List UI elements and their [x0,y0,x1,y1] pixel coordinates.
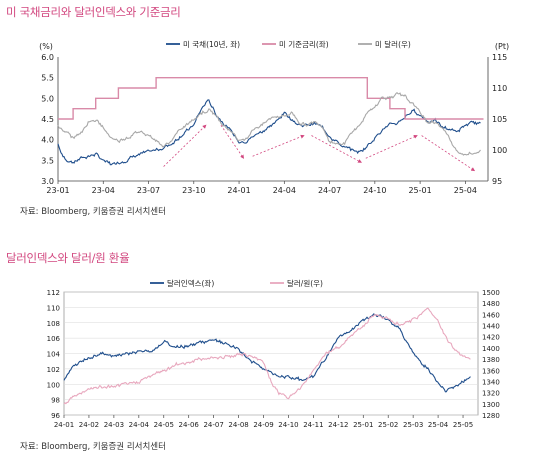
chart2-title: 달러인덱스와 달러/원 환율 [6,250,130,265]
c2-y-right-tick: 1320 [482,390,500,398]
c1-trend-arrow [163,124,207,167]
c1-y-right-tick: 110 [492,84,507,93]
c2-x-tick-label: 24-10 [278,421,298,429]
c1-y-right-unit: (Pt) [495,42,509,51]
c1-series-line-0 [57,99,481,166]
c2-y-right-tick: 1300 [482,401,500,409]
c2-y-right-tick: 1340 [482,378,500,386]
c1-x-tick-label: 25-01 [408,186,431,195]
c2-x-tick-label: 24-02 [79,421,99,429]
c1-trend-arrow [421,135,476,172]
c1-y-left-tick: 3.0 [41,177,54,186]
c2-y-left-tick: 110 [47,304,60,312]
c1-x-tick-label: 24-04 [273,186,296,195]
c1-x-tick-label: 24-07 [318,186,341,195]
c2-y-right-tick: 1500 [482,289,500,297]
c2-y-left-tick: 106 [47,335,61,343]
c2-x-tick-label: 24-03 [104,421,124,429]
c2-x-tick-label: 25-05 [453,421,473,429]
c2-x-tick-label: 24-07 [203,421,223,429]
c1-trend-arrow [220,124,245,159]
c2-y-right-tick: 1440 [482,323,500,331]
c2-legend-label: 달러인덱스(좌) [167,278,214,288]
c2-y-left-tick: 112 [47,289,60,297]
chart2-source: 자료: Bloomberg, 키움증권 리서치센터 [20,442,166,452]
c2-x-tick-label: 24-06 [179,421,200,429]
c1-y-right-tick: 105 [492,115,507,124]
c2-x-tick-label: 24-12 [328,421,348,429]
c2-x-tick-label: 25-01 [353,421,373,429]
c1-y-left-tick: 4.5 [41,115,54,124]
c1-y-left-tick: 5.5 [41,74,54,83]
c1-trend-arrow [365,135,418,159]
c2-x-tick-label: 24-05 [154,421,174,429]
c2-y-left-tick: 96 [51,412,60,420]
c1-y-right-tick: 100 [492,146,507,155]
c2-x-tick-label: 25-02 [378,421,398,429]
c2-y-left-tick: 104 [47,351,61,359]
c2-x-tick-label: 24-11 [303,421,323,429]
c2-y-right-tick: 1360 [482,367,500,375]
c2-y-right-tick: 1380 [482,356,500,364]
c2-y-right-tick: 1420 [482,334,500,342]
c2-y-left-tick: 102 [47,366,60,374]
c2-x-tick-label: 25-04 [428,421,449,429]
c1-legend-label: 미 달러(우) [375,40,411,49]
c1-x-tick-label: 24-10 [363,186,386,195]
chart1-title: 미 국채금리와 달러인덱스와 기준금리 [6,4,181,19]
c1-x-tick-label: 23-04 [92,186,115,195]
c1-x-tick-label: 23-10 [182,186,205,195]
c1-trend-arrow [252,134,305,157]
c1-y-left-tick: 3.5 [41,156,54,165]
c1-series-line-2 [57,91,481,156]
c1-trend-arrow [311,135,362,163]
c2-y-left-tick: 100 [47,381,60,389]
c2-series-line-1 [63,307,471,405]
c1-legend-label: 미 기준금리(좌) [279,40,329,49]
c2-y-right-tick: 1480 [482,300,500,308]
c2-x-tick-label: 24-08 [228,421,248,429]
c1-x-tick-label: 25-04 [454,186,477,195]
c2-x-tick-label: 24-04 [129,421,150,429]
c1-y-right-tick: 115 [492,53,507,62]
c2-y-left-tick: 108 [47,320,60,328]
c2-y-right-tick: 1460 [482,311,500,319]
chart1-source: 자료: Bloomberg, 키움증권 리서치센터 [20,207,166,217]
c1-y-left-unit: (%) [39,42,53,51]
c2-x-tick-label: 24-01 [54,421,74,429]
c2-y-right-tick: 1280 [482,412,500,420]
c1-x-tick-label: 23-01 [46,186,69,195]
c2-x-tick-label: 24-09 [253,421,273,429]
c2-legend-label: 달러/원(우) [287,279,323,288]
c1-y-left-tick: 4.0 [41,136,54,145]
c1-x-tick-label: 23-07 [137,186,160,195]
c2-y-left-tick: 98 [51,397,60,405]
c1-x-tick-label: 24-01 [227,186,250,195]
c2-x-tick-label: 25-03 [403,421,423,429]
c1-y-left-tick: 5.0 [41,94,54,103]
c1-y-right-tick: 95 [492,177,502,186]
c1-legend-label: 미 국채(10년, 좌) [183,39,240,49]
c2-series-line-0 [63,313,471,393]
c1-y-left-tick: 6.0 [41,53,54,62]
c1-series-line-1 [58,77,484,120]
c2-y-right-tick: 1400 [482,345,500,353]
